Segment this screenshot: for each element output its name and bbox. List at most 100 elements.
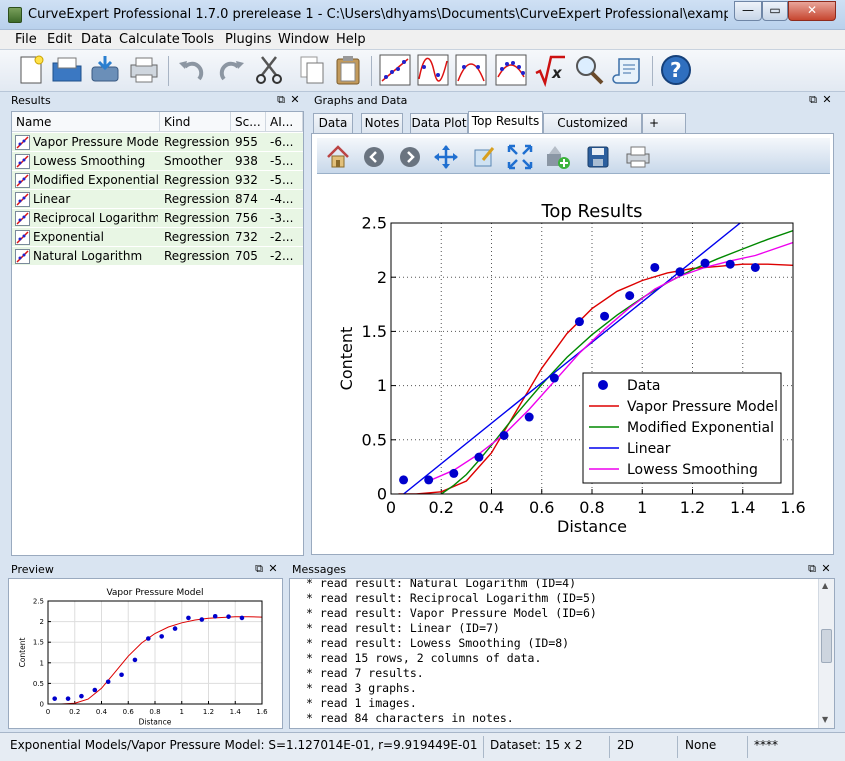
- messages-panel-header: Messages ⧉ ✕: [289, 561, 835, 579]
- help-icon[interactable]: ?: [659, 53, 693, 87]
- function-sqrt-x-icon[interactable]: x: [533, 53, 567, 87]
- result-aic: -2...: [270, 249, 294, 263]
- y-tick-label: 2: [377, 268, 387, 287]
- zoom-fit-icon[interactable]: [507, 144, 533, 170]
- open-folder-icon[interactable]: [50, 53, 84, 87]
- close-panel-icon[interactable]: ✕: [821, 562, 831, 575]
- tab-data-plot[interactable]: Data Plot: [410, 113, 468, 133]
- copy-icon[interactable]: [295, 53, 329, 87]
- new-file-icon[interactable]: [14, 53, 48, 87]
- cut-icon[interactable]: [252, 53, 286, 87]
- result-score: 955: [235, 135, 258, 149]
- column-header-name[interactable]: Name: [12, 112, 160, 132]
- column-header-score[interactable]: Sc...: [231, 112, 266, 132]
- column-header-kind[interactable]: Kind: [160, 112, 231, 132]
- float-panel-icon[interactable]: ⧉: [277, 93, 285, 106]
- print-icon[interactable]: [625, 144, 651, 170]
- table-row[interactable]: Exponential Regression 732 -2...: [12, 228, 303, 247]
- chart-legend: [582, 372, 782, 484]
- y-tick-label: 2.5: [33, 597, 44, 605]
- table-row[interactable]: Modified Exponential Regression 932 -5...: [12, 171, 303, 190]
- paste-icon[interactable]: [331, 53, 365, 87]
- tab-top-results[interactable]: Top Results: [468, 111, 543, 133]
- data-point: [574, 317, 584, 327]
- message-line: * read result: Reciprocal Logarithm (ID=…: [306, 591, 597, 605]
- home-icon[interactable]: [325, 144, 351, 170]
- tab-data[interactable]: Data: [313, 113, 353, 133]
- result-aic: -3...: [270, 211, 294, 225]
- data-point: [750, 262, 760, 272]
- result-name: Exponential: [33, 230, 104, 244]
- script-scroll-icon[interactable]: [611, 53, 645, 87]
- pan-icon[interactable]: [433, 144, 459, 170]
- menu-calculate[interactable]: Calculate: [119, 32, 180, 47]
- tab-customized-plot[interactable]: Customized Plot: [543, 113, 642, 149]
- x-tick-label: 1.4: [730, 498, 755, 517]
- table-row[interactable]: Vapor Pressure Model Regression 955 -6...: [12, 133, 303, 152]
- table-row[interactable]: Natural Logarithm Regression 705 -2...: [12, 247, 303, 266]
- y-tick-label: 2: [40, 618, 44, 626]
- graphs-panel-header: Graphs and Data ⧉ ✕: [311, 92, 835, 110]
- table-row[interactable]: Lowess Smoothing Smoother 938 -5...: [12, 152, 303, 171]
- add-annotation-icon[interactable]: [545, 144, 571, 170]
- data-point: [159, 634, 164, 639]
- results-panel-title: Results: [11, 94, 51, 107]
- magnifier-icon[interactable]: [572, 53, 606, 87]
- tab-add[interactable]: +: [642, 113, 686, 133]
- minimize-button[interactable]: —: [734, 1, 762, 21]
- scatter-plot-icon[interactable]: [378, 53, 412, 87]
- nonlinear-fit-icon[interactable]: [494, 53, 528, 87]
- legend-label: Vapor Pressure Model: [627, 399, 778, 415]
- menu-help[interactable]: Help: [336, 32, 366, 47]
- column-header-aic[interactable]: AI...: [266, 112, 303, 132]
- data-point: [105, 679, 111, 685]
- x-tick-label: 0: [46, 708, 50, 716]
- menu-tools[interactable]: Tools: [182, 32, 215, 47]
- polynomial-fit-icon[interactable]: [454, 53, 488, 87]
- top-results-chart: 0 0.2 0.4 0.6 0.8 1 1.2 1.4 1.6 0 0.5 1 1.5 2 2.5 Top R…: [337, 201, 806, 536]
- float-panel-icon[interactable]: ⧉: [808, 562, 816, 575]
- menu-data[interactable]: Data: [81, 32, 113, 47]
- close-panel-icon[interactable]: ✕: [822, 93, 832, 106]
- back-arrow-icon[interactable]: [361, 144, 387, 170]
- result-plot-icon: [15, 173, 30, 188]
- float-panel-icon[interactable]: ⧉: [255, 562, 263, 575]
- message-line: * read 1 images.: [306, 696, 417, 710]
- result-kind: Regression: [164, 230, 230, 244]
- result-name: Vapor Pressure Model: [33, 135, 158, 149]
- messages-scrollbar[interactable]: ▲ ▼: [818, 579, 834, 728]
- data-point: [132, 657, 138, 663]
- data-point: [226, 614, 231, 619]
- close-panel-icon[interactable]: ✕: [268, 562, 278, 575]
- close-button[interactable]: ✕: [788, 1, 836, 21]
- menu-window[interactable]: Window: [278, 32, 330, 47]
- y-tick-label: 1.5: [362, 322, 387, 341]
- tab-notes[interactable]: Notes: [361, 113, 403, 133]
- scrollbar-thumb[interactable]: [821, 629, 832, 663]
- float-panel-icon[interactable]: ⧉: [809, 93, 817, 106]
- save-icon[interactable]: [585, 144, 611, 170]
- status-mode: 2D: [617, 738, 634, 752]
- import-data-icon[interactable]: [88, 53, 122, 87]
- redo-icon[interactable]: [214, 53, 248, 87]
- undo-icon[interactable]: [175, 53, 209, 87]
- curve-fit-icon[interactable]: [416, 53, 450, 87]
- plot-frame: [390, 222, 794, 495]
- maximize-button[interactable]: ▭: [762, 1, 788, 21]
- menu-edit[interactable]: Edit: [47, 32, 73, 47]
- forward-arrow-icon[interactable]: [397, 144, 423, 170]
- menu-file[interactable]: File: [15, 32, 37, 47]
- print-icon[interactable]: [127, 53, 161, 87]
- message-line: * read result: Linear (ID=7): [306, 621, 500, 635]
- data-point: [399, 475, 409, 485]
- data-point: [172, 626, 178, 631]
- menu-plugins[interactable]: Plugins: [225, 32, 272, 47]
- y-tick-label: 0: [377, 485, 387, 504]
- edit-axes-icon[interactable]: [471, 144, 497, 170]
- x-tick-label: 0.6: [529, 498, 554, 517]
- data-point: [625, 291, 635, 301]
- table-row[interactable]: Linear Regression 874 -4...: [12, 190, 303, 209]
- table-row[interactable]: Reciprocal Logarithm Regression 756 -3...: [12, 209, 303, 228]
- close-panel-icon[interactable]: ✕: [290, 93, 300, 106]
- plot-frame: [47, 600, 263, 705]
